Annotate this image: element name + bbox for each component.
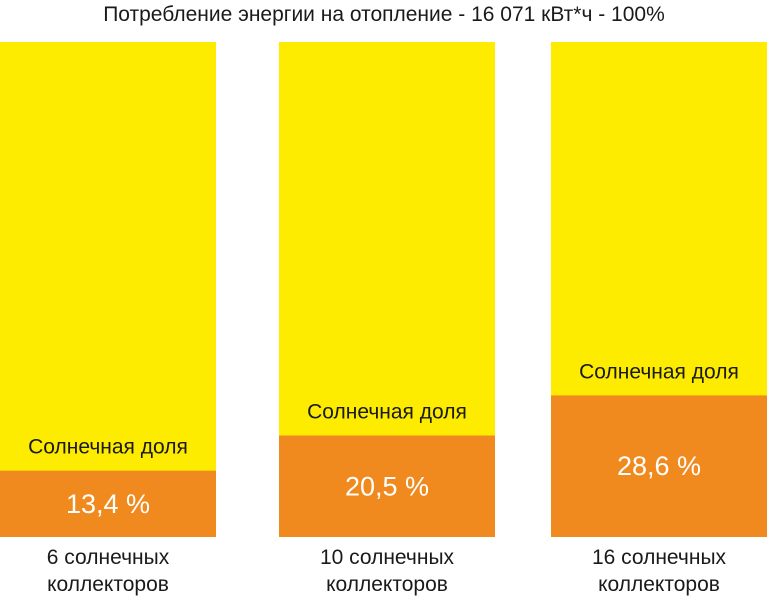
series-label-2: Солнечная доля	[307, 401, 467, 424]
category-label-2: 10 солнечных коллекторов	[319, 546, 455, 596]
series-label-1: Солнечная доля	[28, 436, 188, 459]
bar-total-1	[0, 42, 216, 537]
bar-solar-share-2	[279, 435, 495, 537]
chart-title: Потребление энергии на отопление - 16 07…	[103, 3, 665, 26]
data-label-1: 13,4 %	[66, 489, 150, 519]
bar-solar-share-1	[0, 470, 216, 537]
data-label-3: 28,6 %	[617, 451, 701, 481]
category-label-3: 16 солнечных коллекторов	[591, 546, 727, 596]
data-label-2: 20,5 %	[345, 471, 429, 501]
bar-solar-share-3	[551, 395, 767, 537]
series-label-3: Солнечная доля	[579, 360, 739, 383]
category-label-1: 6 солнечных коллекторов	[46, 546, 170, 596]
